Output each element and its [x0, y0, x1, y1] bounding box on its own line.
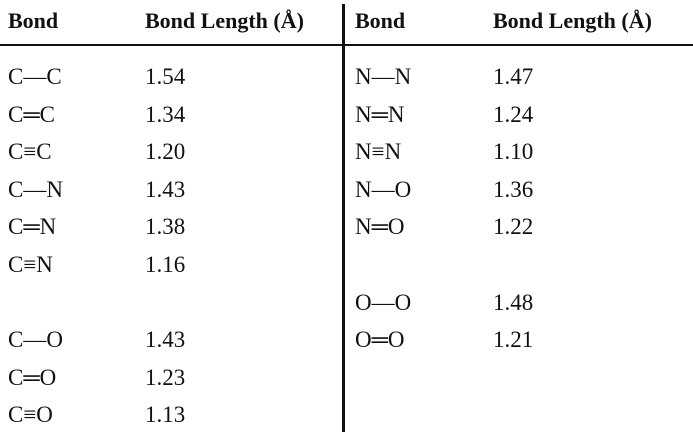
- bond-cell: C═C: [8, 101, 55, 127]
- bond-cell: O═O: [355, 327, 405, 353]
- length-cell: 1.38: [145, 214, 186, 240]
- bond-cell: C—C: [8, 64, 62, 89]
- bond-cell: N≡N: [355, 139, 402, 165]
- column-divider: [342, 4, 345, 432]
- bond-cell: N—N: [355, 64, 412, 89]
- length-cell: 1.10: [493, 139, 534, 165]
- bond-cell: C≡N: [8, 252, 53, 277]
- bond-cell: N═N: [355, 101, 405, 127]
- bond-cell: C═N: [8, 214, 57, 240]
- header-cell: Bond: [355, 8, 406, 33]
- bond-cell: C═O: [8, 364, 57, 390]
- length-cell: 1.13: [145, 402, 186, 428]
- length-cell: 1.43: [145, 327, 186, 353]
- length-cell: 1.47: [493, 64, 534, 89]
- bond-cell: O—O: [355, 289, 412, 315]
- header-rule: [0, 44, 693, 46]
- length-cell: 1.21: [493, 327, 534, 353]
- length-cell: 1.24: [493, 101, 534, 127]
- length-cell: 1.54: [145, 64, 186, 89]
- length-cell: 1.48: [493, 289, 534, 315]
- length-cell: 1.20: [145, 139, 186, 165]
- length-cell: 1.36: [493, 176, 534, 202]
- bond-cell: C—O: [8, 327, 63, 353]
- length-cell: 1.23: [145, 364, 186, 390]
- bond-cell: N—O: [355, 176, 412, 202]
- length-cell: 1.43: [145, 176, 186, 202]
- header-cell: Bond Length (Å): [493, 8, 652, 33]
- header-cell: Bond: [8, 8, 59, 33]
- bond-cell: C≡O: [8, 402, 53, 428]
- length-cell: 1.34: [145, 101, 186, 127]
- bond-cell: C≡C: [8, 139, 52, 165]
- bond-cell: N═O: [355, 214, 405, 240]
- length-cell: 1.22: [493, 214, 534, 240]
- header-cell: Bond Length (Å): [145, 8, 304, 33]
- length-cell: 1.16: [145, 252, 186, 277]
- bond-cell: C—N: [8, 176, 63, 202]
